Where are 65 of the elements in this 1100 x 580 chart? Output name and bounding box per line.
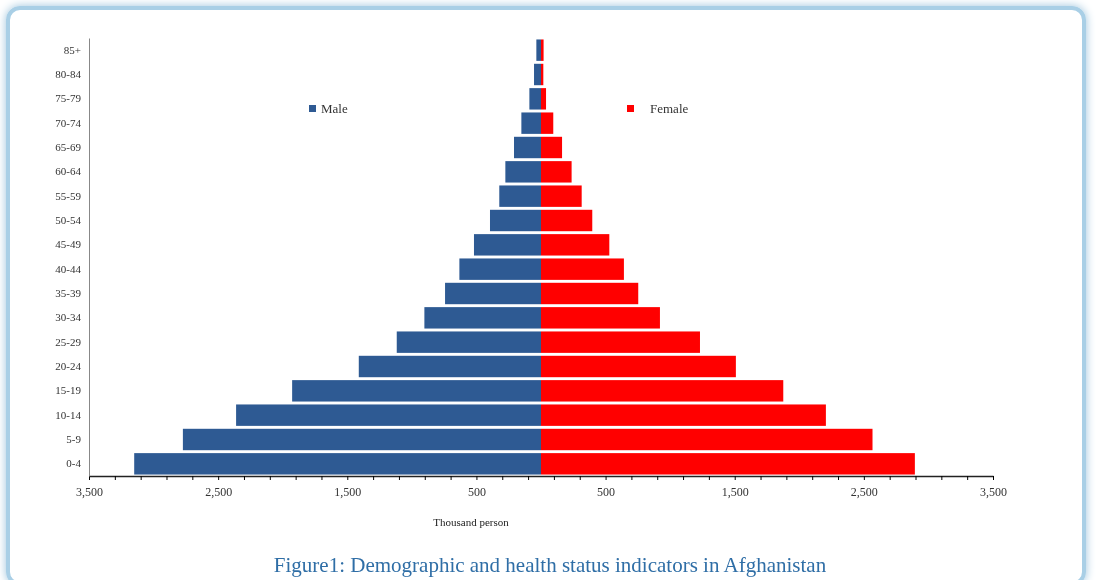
y-tick-label: 5-9 [66,433,82,446]
bar [541,355,736,378]
bar [489,209,541,232]
x-tick-label: 500 [467,485,486,500]
bar [505,161,541,183]
x-tick-label: 1,500 [334,485,362,500]
bar [499,185,541,207]
x-tick-label: 2,500 [205,485,233,500]
legend-label: Female [650,101,689,116]
x-tick-label: 2,500 [850,485,878,500]
y-tick-label: 45-49 [55,238,82,251]
x-tick-label: 3,500 [76,485,103,500]
bar [292,380,541,402]
bar [473,234,541,256]
bar [358,355,541,378]
bar [541,428,873,451]
y-tick-label: 10-14 [55,408,82,421]
y-tick-label: 30-34 [55,311,82,324]
bar [541,185,582,207]
bar [534,63,541,86]
bar [459,258,541,280]
bar [541,136,563,159]
y-tick-label: 0-4 [66,457,82,470]
bar [541,380,784,402]
bar [521,112,541,134]
x-axis-title: Thousand person [433,516,510,528]
bar [514,136,541,159]
y-tick-label: 70-74 [55,116,82,129]
y-tick-label: 50-54 [55,214,82,227]
bar [541,209,593,232]
y-tick-label: 85+ [63,43,81,56]
bar [396,331,541,353]
bar [424,307,541,329]
bar [541,112,554,134]
y-tick-label: 25-29 [55,335,82,348]
bar [236,404,541,426]
legend-label: Male [321,101,348,116]
x-tick-label: 500 [597,485,616,500]
bar [541,258,624,280]
x-tick-label: 1,500 [721,485,749,500]
bar [182,428,541,451]
y-tick-label: 40-44 [55,262,82,275]
bar [541,307,660,329]
bar [541,331,700,353]
y-tick-label: 35-39 [55,287,82,300]
bar [541,234,610,256]
text: Figure1: Demographic and health status indicators in Afghanistan [273,553,827,577]
y-tick-label: 65-69 [55,141,82,154]
y-tick-label: 60-64 [55,165,82,178]
bar [445,282,541,305]
y-tick-label: 75-79 [55,92,82,105]
x-tick-label: 3,500 [980,485,1007,500]
y-tick-label: 55-59 [55,189,82,202]
bar [541,88,547,110]
bar [529,88,541,110]
bar [541,39,544,61]
y-tick-label: 20-24 [55,360,82,373]
bar [541,282,639,305]
bar [541,404,826,426]
bar [536,39,541,61]
bar [134,453,541,475]
bar [541,453,915,475]
bar [541,161,572,183]
y-tick-label: 80-84 [55,68,82,81]
y-tick-label: 15-19 [55,384,82,397]
